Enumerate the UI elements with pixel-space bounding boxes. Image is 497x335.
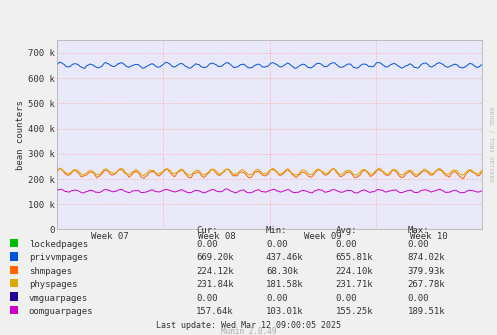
- Text: 103.01k: 103.01k: [266, 307, 304, 316]
- Text: 0.00: 0.00: [408, 240, 429, 249]
- Text: RROOL / TOBI OETIKER: RROOL / TOBI OETIKER: [489, 107, 494, 182]
- Text: 224.12k: 224.12k: [196, 267, 234, 276]
- Text: 155.25k: 155.25k: [335, 307, 373, 316]
- Text: Avg:: Avg:: [335, 226, 357, 235]
- Text: Munin 2.0.49: Munin 2.0.49: [221, 327, 276, 335]
- Text: Last update: Wed Mar 12 09:00:05 2025: Last update: Wed Mar 12 09:00:05 2025: [156, 321, 341, 330]
- Text: Min:: Min:: [266, 226, 287, 235]
- Text: 0.00: 0.00: [196, 240, 218, 249]
- Text: shmpages: shmpages: [29, 267, 72, 276]
- Text: 189.51k: 189.51k: [408, 307, 445, 316]
- Text: 231.84k: 231.84k: [196, 280, 234, 289]
- Text: 0.00: 0.00: [196, 294, 218, 303]
- Text: lockedpages: lockedpages: [29, 240, 88, 249]
- Text: 874.02k: 874.02k: [408, 254, 445, 262]
- Text: 0.00: 0.00: [335, 294, 357, 303]
- Text: 157.64k: 157.64k: [196, 307, 234, 316]
- Text: 669.20k: 669.20k: [196, 254, 234, 262]
- Text: 655.81k: 655.81k: [335, 254, 373, 262]
- Text: 224.10k: 224.10k: [335, 267, 373, 276]
- Y-axis label: bean counters: bean counters: [16, 100, 25, 170]
- Text: 379.93k: 379.93k: [408, 267, 445, 276]
- Text: vmguarpages: vmguarpages: [29, 294, 88, 303]
- Text: physpages: physpages: [29, 280, 77, 289]
- Text: 0.00: 0.00: [335, 240, 357, 249]
- Text: 231.71k: 231.71k: [335, 280, 373, 289]
- Text: 181.58k: 181.58k: [266, 280, 304, 289]
- Text: 0.00: 0.00: [266, 294, 287, 303]
- Text: Cur:: Cur:: [196, 226, 218, 235]
- Text: 437.46k: 437.46k: [266, 254, 304, 262]
- Text: 267.78k: 267.78k: [408, 280, 445, 289]
- Text: 68.30k: 68.30k: [266, 267, 298, 276]
- Text: oomguarpages: oomguarpages: [29, 307, 93, 316]
- Text: Max:: Max:: [408, 226, 429, 235]
- Text: 0.00: 0.00: [408, 294, 429, 303]
- Text: 0.00: 0.00: [266, 240, 287, 249]
- Text: privvmpages: privvmpages: [29, 254, 88, 262]
